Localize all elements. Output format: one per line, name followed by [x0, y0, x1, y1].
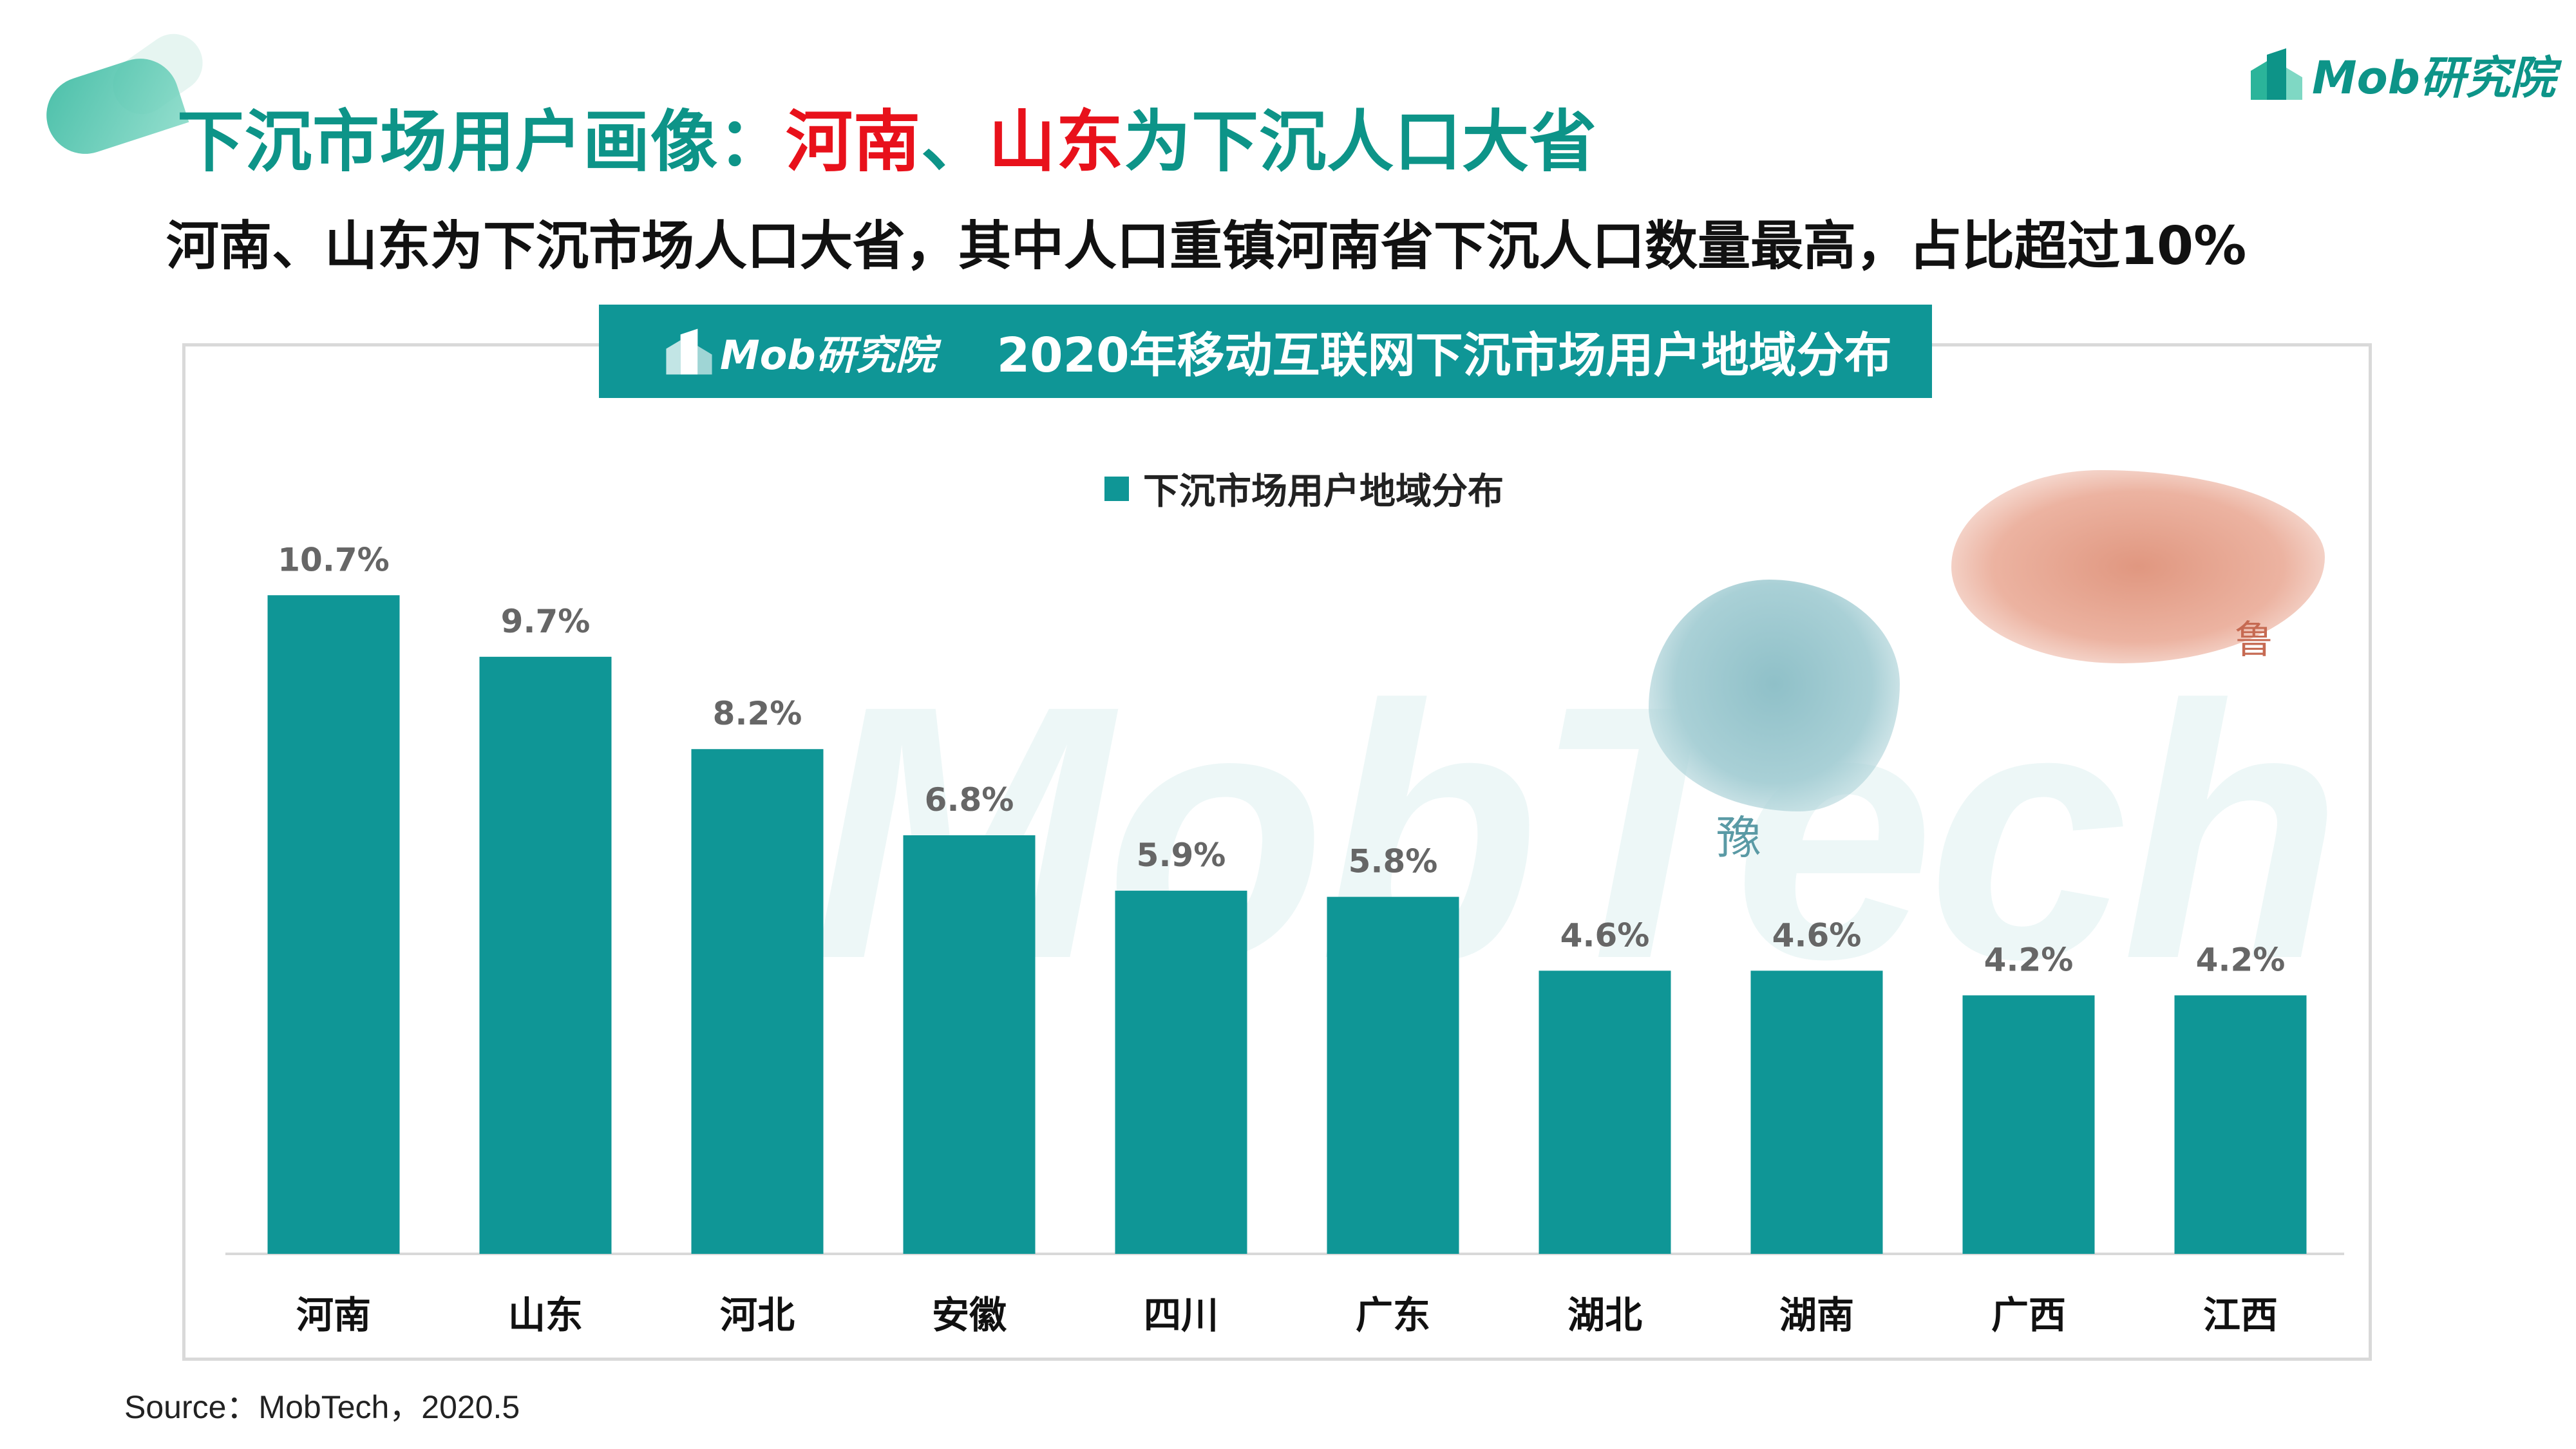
- x-tick-label-1: 河南: [296, 1293, 371, 1337]
- bar-7: [1539, 971, 1671, 1254]
- watermark: MobTech: [811, 630, 2342, 1034]
- data-label-10: 4.2%: [2196, 942, 2286, 979]
- data-label-3: 8.2%: [713, 695, 802, 732]
- data-label-4: 6.8%: [925, 781, 1014, 819]
- x-tick-label-2: 山东: [508, 1293, 583, 1337]
- banner-brand-name: Mob研究院: [720, 331, 936, 379]
- bar-6: [1327, 896, 1459, 1254]
- x-tick-label-6: 广东: [1356, 1293, 1430, 1337]
- bar-3: [691, 749, 824, 1254]
- data-label-7: 4.6%: [1560, 916, 1650, 954]
- building-icon: [666, 328, 712, 375]
- title-prefix: 下沉市场用户画像：: [177, 102, 786, 181]
- data-label-6: 5.8%: [1349, 843, 1438, 880]
- bar-4: [903, 835, 1036, 1254]
- legend-label: 下沉市场用户地域分布: [1143, 471, 1504, 513]
- x-tick-label-9: 广西: [1991, 1293, 2066, 1337]
- x-tick-label-8: 湖南: [1779, 1293, 1854, 1337]
- page-title: 下沉市场用户画像：河南、山东为下沉人口大省: [177, 87, 1597, 184]
- data-label-5: 5.9%: [1137, 837, 1226, 874]
- bar-9: [1962, 995, 2095, 1254]
- henan-map-illustration: [1649, 580, 1900, 811]
- chart-legend: 下沉市场用户地域分布: [1104, 462, 1504, 515]
- chart-title-banner: Mob研究院 2020年移动互联网下沉市场用户地域分布: [599, 305, 1932, 398]
- title-suffix: 为下沉人口大省: [1124, 102, 1598, 181]
- data-label-2: 9.7%: [501, 603, 591, 640]
- x-tick-label-3: 河北: [720, 1293, 795, 1337]
- bar-1: [267, 595, 400, 1254]
- data-label-1: 10.7%: [278, 541, 389, 578]
- bar-5: [1115, 891, 1247, 1254]
- brand-logo: Mob研究院: [2248, 42, 2555, 106]
- subtitle: 河南、山东为下沉市场人口大省，其中人口重镇河南省下沉人口数量最高，占比超过10%: [166, 216, 2247, 277]
- title-highlight-shandong: 山东: [989, 102, 1124, 181]
- source-note: Source：MobTech，2020.5: [124, 1389, 520, 1425]
- bar-10: [2174, 995, 2307, 1254]
- chart-title: 2020年移动互联网下沉市场用户地域分布: [996, 328, 1892, 383]
- building-icon: [2251, 48, 2302, 100]
- data-label-9: 4.2%: [1984, 942, 2074, 979]
- henan-seal-char: 豫: [1716, 811, 1761, 864]
- x-tick-label-7: 湖北: [1567, 1293, 1642, 1337]
- x-tick-label-5: 四川: [1144, 1293, 1218, 1337]
- shandong-seal-char: 鲁: [2235, 618, 2273, 663]
- bar-8: [1750, 971, 1883, 1254]
- x-tick-label-10: 江西: [2203, 1293, 2278, 1337]
- bar-2: [479, 656, 612, 1254]
- x-tick-label-4: 安徽: [932, 1293, 1007, 1337]
- data-label-8: 4.6%: [1772, 916, 1862, 954]
- shandong-map-illustration: [1951, 470, 2325, 663]
- legend-swatch: [1104, 476, 1129, 501]
- brand-name: Mob研究院: [2312, 51, 2555, 104]
- title-highlight-henan: 河南: [786, 102, 922, 181]
- banner-brand: Mob研究院: [663, 323, 936, 381]
- title-separator: 、: [921, 102, 989, 181]
